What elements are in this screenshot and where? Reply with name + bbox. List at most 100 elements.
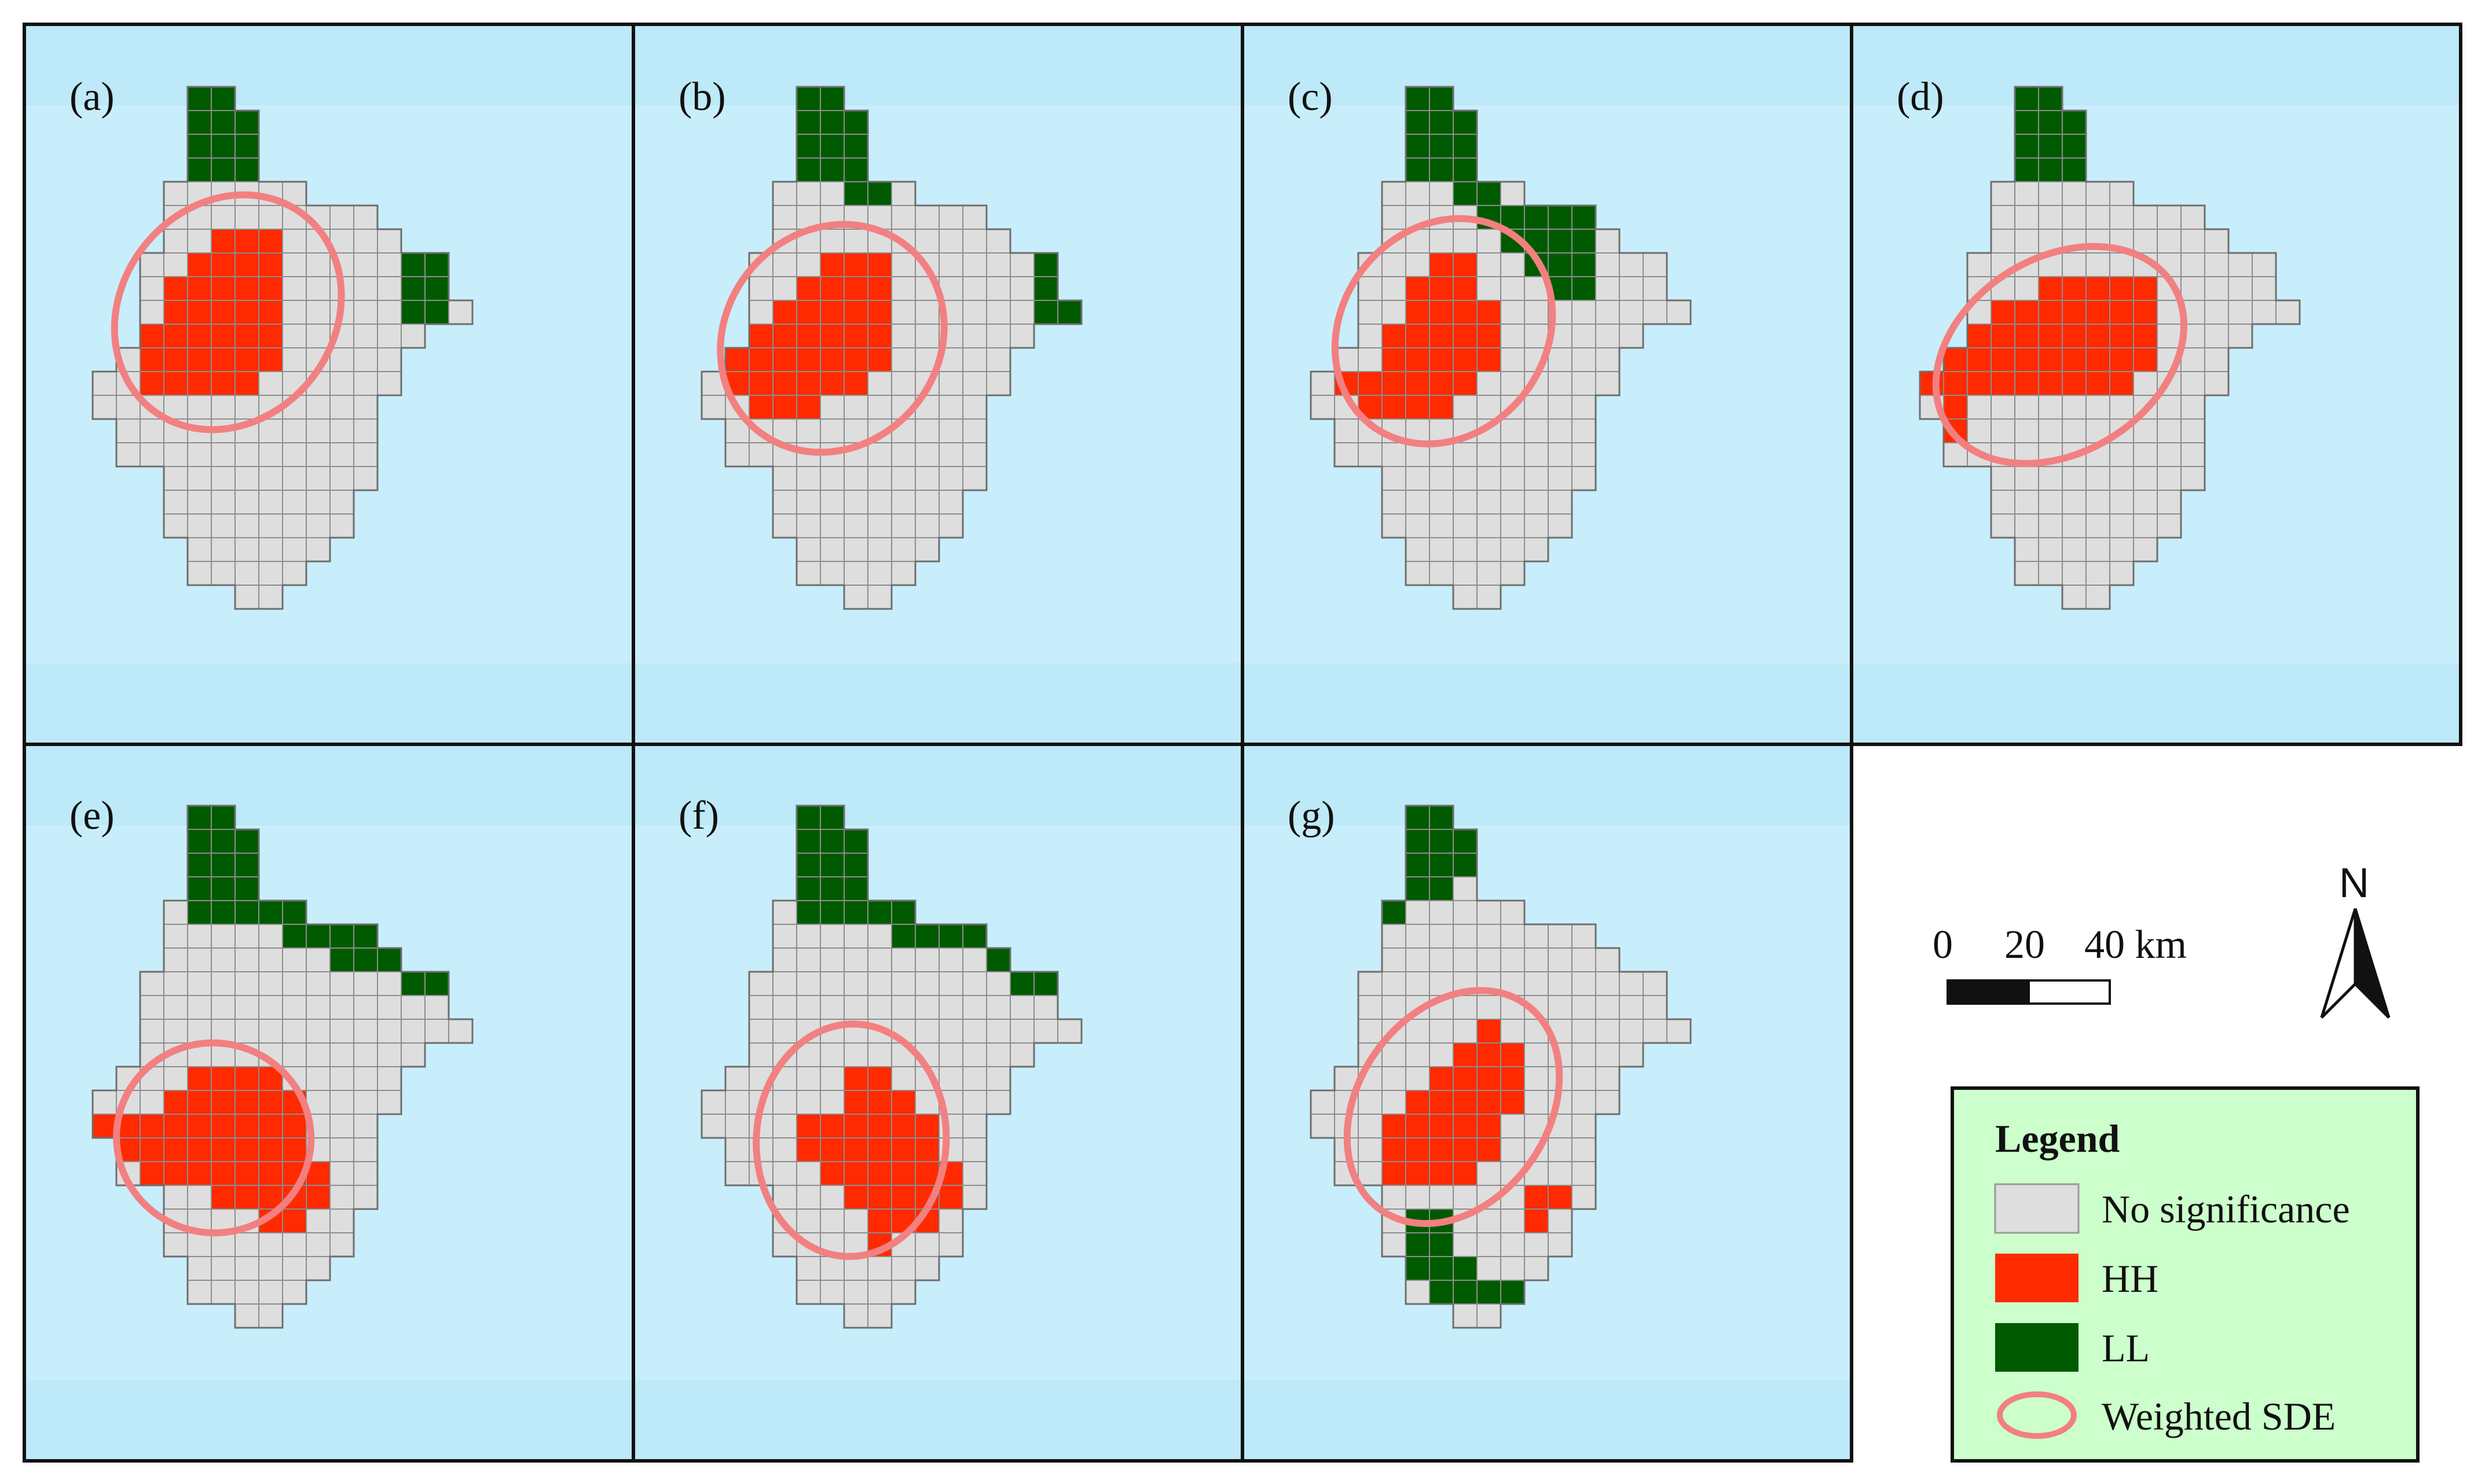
cell-hh	[820, 1137, 845, 1162]
cell-hh	[1405, 347, 1430, 372]
cell-no-significance	[140, 1019, 164, 1044]
grid-cells	[92, 86, 473, 609]
cell-no-significance	[939, 1066, 963, 1091]
cell-no-significance	[2157, 466, 2182, 491]
panel-label-f: (f)	[679, 794, 719, 838]
cell-ll	[1405, 829, 1430, 854]
cell-no-significance	[282, 1232, 307, 1257]
cell-ll	[1033, 276, 1058, 301]
cell-no-significance	[867, 971, 892, 996]
cell-no-significance	[1571, 947, 1596, 972]
cell-ll	[796, 134, 821, 159]
cell-no-significance	[163, 924, 188, 949]
cell-no-significance	[329, 466, 354, 491]
cell-no-significance	[2204, 229, 2229, 254]
cell-no-significance	[962, 205, 987, 230]
cell-hh	[891, 1114, 916, 1138]
cell-ll	[1429, 86, 1454, 111]
cell-no-significance	[2038, 561, 2063, 586]
cell-no-significance	[891, 300, 916, 325]
cell-ll	[211, 853, 236, 877]
cell-ll	[211, 876, 236, 901]
cell-no-significance	[1453, 442, 1478, 467]
weighted-sde-ellipse	[113, 1039, 315, 1237]
map-panel-f	[633, 744, 1242, 1461]
cell-hh	[1476, 1114, 1501, 1138]
cell-no-significance	[353, 1090, 378, 1115]
cell-no-significance	[867, 585, 892, 609]
cell-no-significance	[820, 418, 845, 443]
cell-ll	[258, 900, 283, 925]
study-area-outline	[1310, 805, 1692, 1329]
cell-hh	[1405, 300, 1430, 325]
cell-hh	[163, 371, 188, 396]
cell-no-significance	[1571, 1019, 1596, 1044]
cell-no-significance	[1595, 371, 1620, 396]
cell-no-significance	[2252, 300, 2277, 325]
cell-no-significance	[329, 395, 354, 420]
cell-no-significance	[282, 971, 307, 996]
cell-no-significance	[725, 1066, 750, 1091]
cell-no-significance	[962, 947, 987, 972]
cell-no-significance	[1453, 876, 1478, 901]
cell-no-significance	[1500, 371, 1525, 396]
cell-no-significance	[1405, 537, 1430, 562]
cell-no-significance	[891, 276, 916, 301]
cell-no-significance	[1571, 1066, 1596, 1091]
cell-no-significance	[2038, 466, 2063, 491]
cell-no-significance	[282, 229, 307, 254]
cell-no-significance	[2180, 466, 2205, 491]
cell-hh	[1453, 252, 1478, 277]
cell-hh	[1476, 1042, 1501, 1067]
cell-no-significance	[1524, 324, 1549, 348]
cell-no-significance	[939, 418, 963, 443]
cell-no-significance	[867, 466, 892, 491]
cell-no-significance	[1381, 205, 1406, 230]
map-panel-e	[24, 744, 633, 1461]
cell-ll	[1429, 876, 1454, 901]
cell-no-significance	[2085, 490, 2110, 515]
cell-no-significance	[2085, 181, 2110, 206]
cell-hh	[844, 300, 868, 325]
cell-no-significance	[844, 924, 868, 949]
cell-no-significance	[306, 300, 331, 325]
cell-no-significance	[211, 466, 236, 491]
cell-no-significance	[353, 1161, 378, 1186]
cell-hh	[772, 395, 797, 420]
cell-hh	[1429, 252, 1454, 277]
cell-ll	[820, 86, 845, 111]
cell-no-significance	[1500, 466, 1525, 491]
cell-no-significance	[282, 1019, 307, 1044]
cell-no-significance	[329, 513, 354, 538]
cell-no-significance	[258, 466, 283, 491]
panel-label-c: (c)	[1288, 75, 1333, 119]
cell-no-significance	[329, 1232, 354, 1257]
cell-no-significance	[2062, 418, 2087, 443]
cell-ll	[1453, 1256, 1478, 1281]
cell-no-significance	[1310, 371, 1335, 396]
cell-no-significance	[772, 1161, 797, 1186]
cell-no-significance	[1548, 418, 1572, 443]
cell-no-significance	[749, 1019, 774, 1044]
cell-ll	[1429, 1232, 1454, 1257]
cell-hh	[140, 324, 164, 348]
cell-no-significance	[1358, 995, 1383, 1020]
cell-no-significance	[211, 205, 236, 230]
cell-hh	[1476, 1066, 1501, 1091]
cell-no-significance	[2252, 276, 2277, 301]
cell-hh	[211, 1161, 236, 1186]
cell-ll	[1453, 1280, 1478, 1305]
cell-no-significance	[2133, 205, 2158, 230]
cell-no-significance	[1991, 229, 2015, 254]
cell-ll	[187, 110, 212, 135]
cell-no-significance	[844, 971, 868, 996]
cell-no-significance	[329, 1208, 354, 1233]
cell-no-significance	[329, 490, 354, 515]
cell-ll	[2062, 110, 2087, 135]
cell-no-significance	[1453, 466, 1478, 491]
cell-no-significance	[1381, 181, 1406, 206]
cell-no-significance	[1453, 513, 1478, 538]
grid-cells	[92, 805, 473, 1328]
cell-no-significance	[329, 1066, 354, 1091]
cell-hh	[2062, 300, 2087, 325]
